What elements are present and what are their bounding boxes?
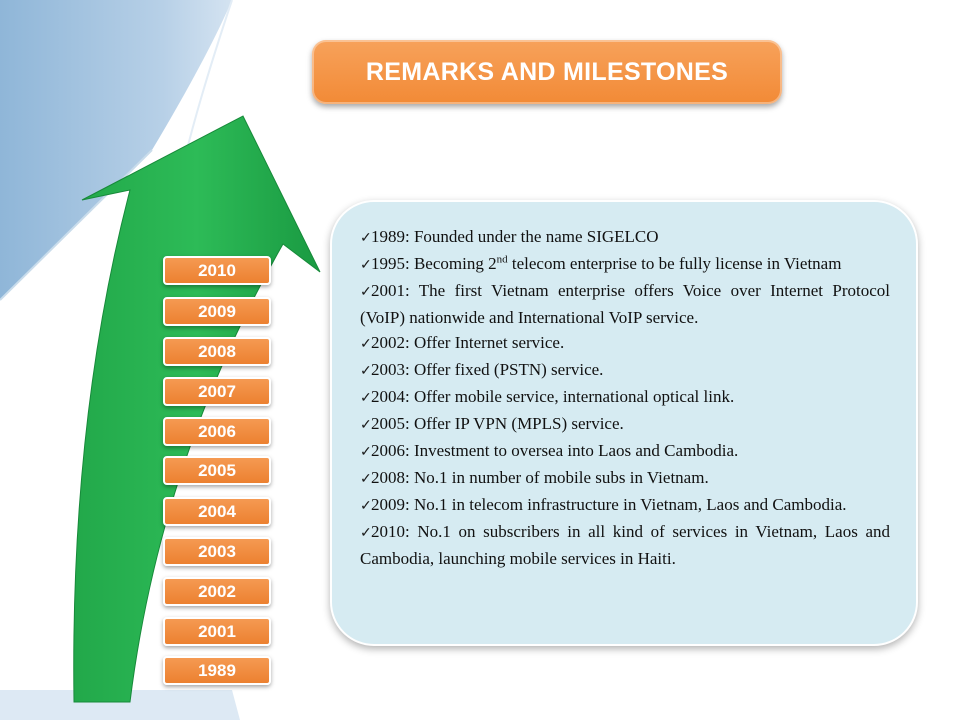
year-badge-2002: 2002 (163, 577, 271, 606)
checkmark-icon: ✓ (360, 499, 372, 514)
checkmark-icon: ✓ (360, 364, 372, 379)
year-badge-2004: 2004 (163, 497, 271, 526)
checkmark-icon: ✓ (360, 337, 372, 352)
milestones-panel: ✓1989: Founded under the name SIGELCO ✓1… (330, 200, 918, 646)
checkmark-icon: ✓ (360, 472, 372, 487)
checkmark-icon: ✓ (360, 445, 372, 460)
blue-side-band (0, 0, 232, 300)
year-badge-2003: 2003 (163, 537, 271, 566)
milestone-item: ✓2006: Investment to oversea into Laos a… (360, 438, 890, 465)
milestone-item: ✓2009: No.1 in telecom infrastructure in… (360, 492, 890, 519)
checkmark-icon: ✓ (360, 258, 372, 273)
ordinal-suffix: nd (496, 253, 508, 266)
checkmark-icon: ✓ (360, 526, 372, 541)
year-badge-1989: 1989 (163, 656, 271, 685)
page-title: REMARKS AND MILESTONES (312, 40, 782, 104)
year-badge-2009: 2009 (163, 297, 271, 326)
year-badge-2010: 2010 (163, 256, 271, 285)
milestone-item: ✓2002: Offer Internet service. (360, 330, 890, 357)
milestone-item: ✓1989: Founded under the name SIGELCO (360, 224, 890, 251)
blue-bottom-strip (0, 690, 240, 720)
growth-arrow-icon (73, 115, 321, 703)
year-badge-2008: 2008 (163, 337, 271, 366)
checkmark-icon: ✓ (360, 418, 372, 433)
year-badge-2007: 2007 (163, 377, 271, 406)
milestone-item: ✓1995: Becoming 2nd telecom enterprise t… (360, 251, 890, 278)
milestone-item: ✓2010: No.1 on subscribers in all kind o… (360, 522, 890, 568)
milestone-item: ✓2004: Offer mobile service, internation… (360, 384, 890, 411)
year-badge-2006: 2006 (163, 417, 271, 446)
milestone-item: ✓2003: Offer fixed (PSTN) service. (360, 357, 890, 384)
checkmark-icon: ✓ (360, 231, 372, 246)
checkmark-icon: ✓ (360, 285, 372, 300)
milestone-item: ✓2005: Offer IP VPN (MPLS) service. (360, 411, 890, 438)
year-badge-2001: 2001 (163, 617, 271, 646)
milestone-item: ✓2008: No.1 in number of mobile subs in … (360, 465, 890, 492)
checkmark-icon: ✓ (360, 391, 372, 406)
year-badge-2005: 2005 (163, 456, 271, 485)
milestone-list: ✓1989: Founded under the name SIGELCO ✓1… (360, 224, 890, 571)
blue-side-edge (0, 149, 153, 301)
milestone-item: ✓2001: The first Vietnam enterprise offe… (360, 281, 890, 327)
